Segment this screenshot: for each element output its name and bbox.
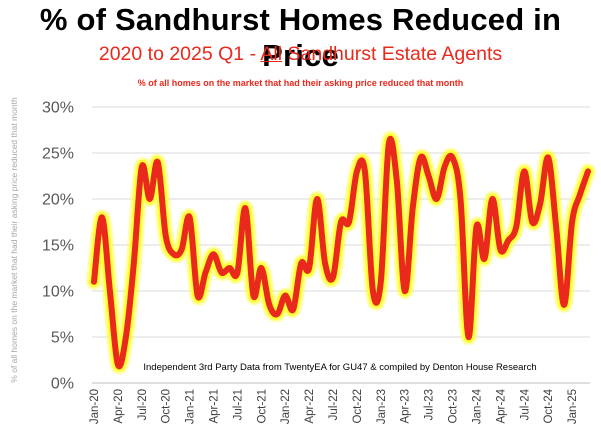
data-point [131, 260, 137, 266]
x-tick-label: Apr-20 [113, 389, 125, 424]
data-point [458, 196, 463, 202]
x-tick-label: Apr-22 [304, 389, 316, 424]
data-point [497, 247, 503, 253]
data-point [474, 224, 479, 230]
data-point [115, 362, 121, 368]
y-tick-label: 25% [42, 146, 74, 163]
data-point [577, 191, 583, 197]
data-point [139, 164, 145, 170]
data-point [553, 224, 559, 230]
data-point [163, 233, 169, 239]
y-tick-label: 15% [42, 238, 74, 255]
x-tick-label: Jul-21 [232, 389, 244, 420]
data-point [195, 293, 201, 299]
x-tick-label: Apr-23 [400, 389, 412, 424]
data-point [234, 270, 240, 276]
data-point [258, 265, 264, 271]
x-tick-label: Jul-23 [424, 389, 436, 420]
x-tick-label: Jan-24 [471, 388, 483, 424]
data-point [434, 196, 440, 202]
data-point [529, 219, 535, 225]
x-tick-label: Oct-22 [352, 389, 364, 424]
data-point [378, 279, 384, 285]
subtitle-underlined: All [260, 43, 283, 65]
x-tick-label: Jan-21 [185, 389, 197, 424]
y-tick-label: 10% [42, 284, 74, 301]
data-point [410, 205, 416, 211]
data-point [569, 219, 575, 225]
data-point [322, 260, 328, 266]
x-tick-label: Jul-22 [328, 389, 340, 420]
data-point [362, 168, 368, 174]
data-point [314, 196, 320, 202]
x-tick-label: Jul-24 [519, 388, 531, 420]
data-point [227, 265, 232, 271]
data-point [330, 274, 336, 280]
x-tick-label: Apr-21 [209, 389, 221, 424]
data-point [266, 302, 272, 308]
data-point [282, 293, 288, 299]
data-point [585, 168, 591, 174]
data-point [91, 279, 97, 285]
data-point [386, 141, 392, 147]
data-point [481, 256, 487, 262]
data-point [394, 178, 400, 184]
data-point [489, 196, 495, 202]
data-point [107, 288, 113, 294]
x-tick-label: Jul-20 [137, 389, 149, 420]
data-point [466, 334, 471, 340]
data-point [426, 173, 432, 179]
chart-note: % of all homes on the market that had th… [137, 78, 464, 88]
chart-subtitle: 2020 to 2025 Q1 - All Sandhurst Estate A… [0, 43, 601, 66]
data-point [155, 159, 161, 165]
y-tick-label: 20% [42, 192, 74, 209]
data-point [306, 265, 312, 271]
data-point [513, 224, 519, 230]
data-point [537, 201, 543, 207]
data-point [338, 219, 344, 225]
data-point [442, 164, 448, 170]
x-tick-label: Jan-25 [567, 389, 579, 424]
data-point [99, 214, 105, 220]
data-point [370, 288, 376, 294]
data-point [147, 196, 153, 202]
subtitle-suffix: Sandhurst Estate Agents [282, 43, 503, 65]
data-point [521, 168, 527, 174]
data-point [187, 214, 193, 220]
x-tick-label: Oct-20 [161, 389, 173, 424]
data-point [545, 155, 551, 161]
data-point [418, 155, 424, 161]
data-point [250, 293, 256, 299]
data-point [298, 260, 304, 266]
x-tick-label: Oct-23 [448, 389, 460, 424]
x-tick-label: Jan-23 [376, 389, 388, 424]
data-point [203, 270, 208, 276]
data-point [346, 219, 352, 225]
subtitle-prefix: 2020 to 2025 Q1 - [98, 43, 261, 65]
x-tick-label: Oct-21 [256, 389, 268, 424]
data-point [171, 251, 177, 257]
data-point [505, 237, 511, 243]
chart-title: % of Sandhurst Homes Reduced in Price [39, 2, 562, 73]
x-tick-label: Apr-24 [495, 388, 507, 423]
y-tick-label: 30% [42, 100, 74, 117]
data-point [450, 155, 455, 161]
x-tick-label: Jan-20 [89, 389, 101, 424]
data-point [179, 247, 185, 253]
data-point [242, 205, 248, 211]
data-point [402, 288, 408, 294]
data-point [354, 168, 360, 174]
y-tick-label: 5% [51, 330, 74, 347]
data-point [211, 251, 216, 257]
x-tick-label: Jan-22 [280, 389, 292, 424]
data-point [290, 306, 296, 312]
data-point [123, 334, 129, 340]
source-note: Independent 3rd Party Data from TwentyEA… [143, 362, 536, 373]
y-tick-label: 0% [51, 376, 74, 393]
data-point [561, 302, 567, 308]
data-point [274, 311, 280, 317]
data-point [219, 270, 224, 276]
x-tick-label: Oct-24 [543, 388, 555, 423]
